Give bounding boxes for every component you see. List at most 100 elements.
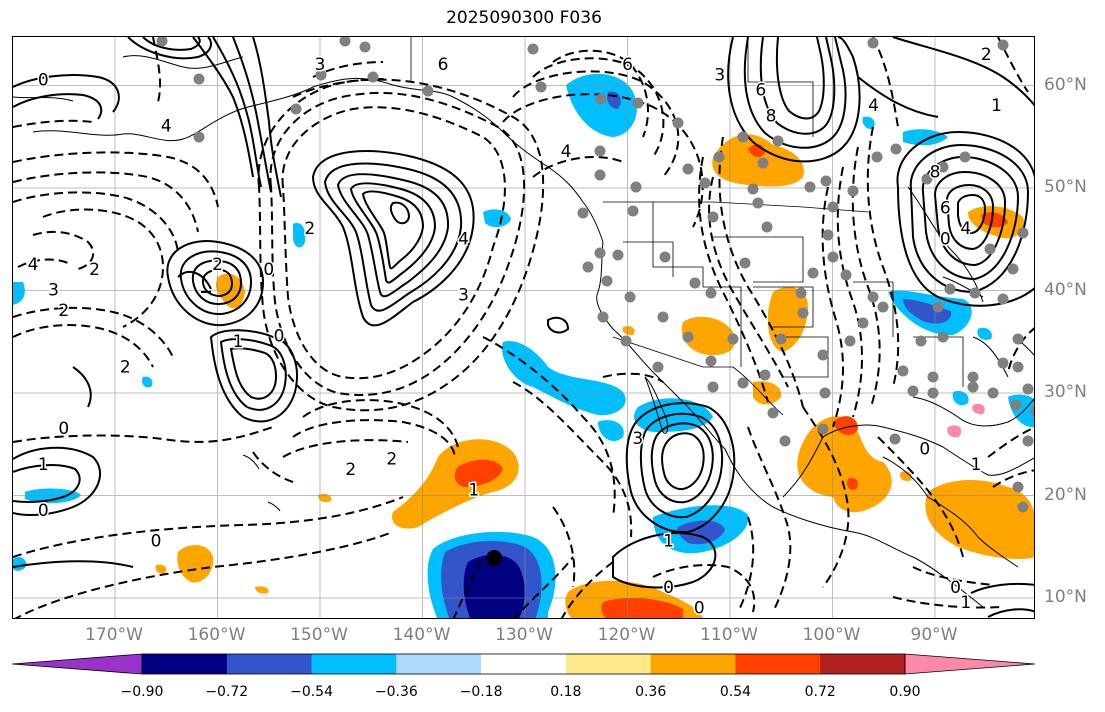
station-dot [705,287,717,299]
station-dot [984,243,996,255]
colorbar-tick-label: 0.90 [889,684,921,700]
contour-label: 8 [766,106,777,126]
contour-label: 0 [950,578,961,598]
contour-label: 6 [755,81,766,101]
longitude-label: 140°W [392,625,451,645]
contour-label: 0 [274,327,285,347]
colorbar [12,653,1035,675]
station-dot [290,103,302,115]
station-dot [705,355,717,367]
station-dot [1012,361,1024,373]
negative-anomaly-shading [13,73,1034,618]
station-dot [997,357,1009,369]
station-dot [156,37,168,47]
station-dot [595,93,607,105]
station-dot [727,333,739,345]
longitude-label: 170°W [85,625,143,645]
station-dot [652,361,664,373]
station-dot [422,85,434,97]
station-dot [997,293,1009,305]
station-dot [937,331,949,343]
station-dot [847,185,859,197]
station-dot [339,37,351,47]
contour-label: 0 [919,439,930,459]
latitude-label: 30°N [1044,382,1087,402]
station-dot [689,277,701,289]
station-dot [772,135,784,147]
station-dot [807,267,819,279]
contour-label: 0 [151,532,162,552]
contour-label: 1 [38,455,49,475]
station-dot [707,381,719,393]
station-dot [844,335,856,347]
latitude-label: 40°N [1044,279,1087,300]
colorbar-tick-label: 0.18 [550,684,582,700]
negative-contours [13,37,1034,618]
contour-label: 2 [981,45,992,65]
station-dot [779,435,791,447]
station-dot [967,371,979,383]
contour-label: 4 [868,96,879,116]
colorbar-segment [396,654,482,674]
contour-label: 2 [386,450,397,470]
station-dot [672,117,684,129]
station-dot [601,275,613,287]
contour-label: 3 [714,65,725,85]
contour-label: 2 [212,255,223,275]
station-dot [944,283,956,295]
longitude-label: 160°W [187,625,246,645]
station-dot [1030,405,1034,417]
longitude-label: 150°W [290,625,348,645]
station-dot [193,73,205,85]
colorbar-segment [12,653,143,675]
graticule [13,37,1034,618]
longitude-label: 90°W [910,625,958,645]
contour-label: 2 [120,357,131,377]
station-dot [817,423,829,435]
station-dot [822,229,834,241]
colorbar-segment [565,654,652,674]
pressure-centers [486,550,503,567]
station-dot [761,221,773,233]
station-dot [1017,501,1029,513]
station-dot [627,205,639,217]
station-dot [1022,435,1034,447]
station-dot [657,311,669,323]
station-dot [795,287,807,299]
station-dot [819,387,831,399]
colorbar-segment [735,654,821,674]
contour-label: 2 [345,460,356,480]
station-dot [582,261,594,273]
station-dot [737,377,749,389]
contour-label: 0 [38,70,49,90]
station-dot [359,41,371,53]
station-dot [867,291,879,303]
latitude-label: 60°N [1044,74,1087,95]
station-dot [1017,227,1029,239]
contour-label: 1 [468,480,479,500]
colorbar-segment [650,654,736,674]
station-dot [747,183,759,195]
station-dot [817,349,829,361]
colorbar-tick-label: 0.36 [635,684,667,700]
station-dot [707,211,719,223]
positive-contours [13,37,1034,618]
station-dot [867,37,879,49]
station-dot [594,145,606,157]
contour-label: 3 [48,281,59,301]
colorbar-segment [481,654,567,674]
station-dot [612,249,624,261]
station-dot [871,151,883,163]
station-dot [827,201,839,213]
contour-label: 1 [233,332,244,352]
station-dot [315,69,327,81]
station-dot [897,365,909,377]
station-dot [967,381,979,393]
station-dot [969,287,981,299]
contour-label: 1 [663,532,674,552]
contour-label: 0 [663,578,674,598]
station-dot [535,81,547,93]
